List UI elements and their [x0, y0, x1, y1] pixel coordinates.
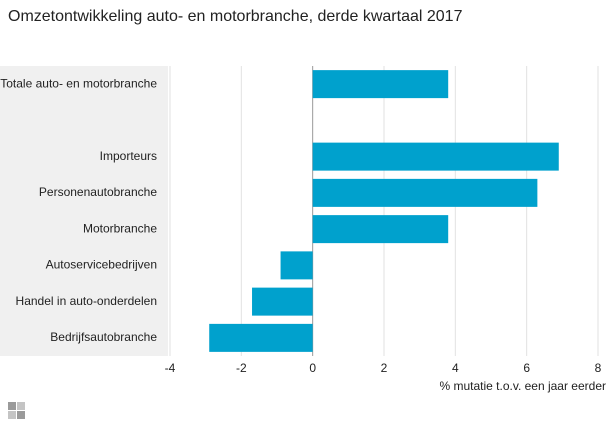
- x-tick-label: 2: [381, 361, 388, 375]
- x-axis-label: % mutatie t.o.v. een jaar eerder: [439, 379, 606, 393]
- y-tick-label: Totale auto- en motorbranche: [0, 76, 157, 90]
- bar: [312, 215, 449, 244]
- chart-title: Omzetontwikkeling auto- en motorbranche,…: [8, 8, 463, 25]
- bar: [209, 323, 313, 352]
- y-tick-label: Autoservicebedrijven: [46, 258, 157, 272]
- x-tick-label: -4: [165, 361, 176, 375]
- x-tick-label: 4: [452, 361, 459, 375]
- label-panel: [0, 66, 168, 356]
- y-tick-label: Personenautobranche: [39, 185, 157, 199]
- y-tick-label: Motorbranche: [83, 221, 157, 235]
- bar: [312, 178, 538, 207]
- y-tick-label: Importeurs: [100, 149, 157, 163]
- bar: [312, 142, 559, 171]
- x-tick-label: 8: [595, 361, 602, 375]
- y-tick-label: Handel in auto-onderdelen: [16, 294, 157, 308]
- bar: [312, 70, 449, 99]
- x-tick-label: 6: [523, 361, 530, 375]
- y-tick-label: Bedrijfsautobranche: [50, 330, 157, 344]
- logo: [8, 402, 25, 419]
- x-tick-label: 0: [309, 361, 316, 375]
- x-tick-label: -2: [236, 361, 247, 375]
- bar: [280, 251, 313, 280]
- bar: [252, 287, 313, 316]
